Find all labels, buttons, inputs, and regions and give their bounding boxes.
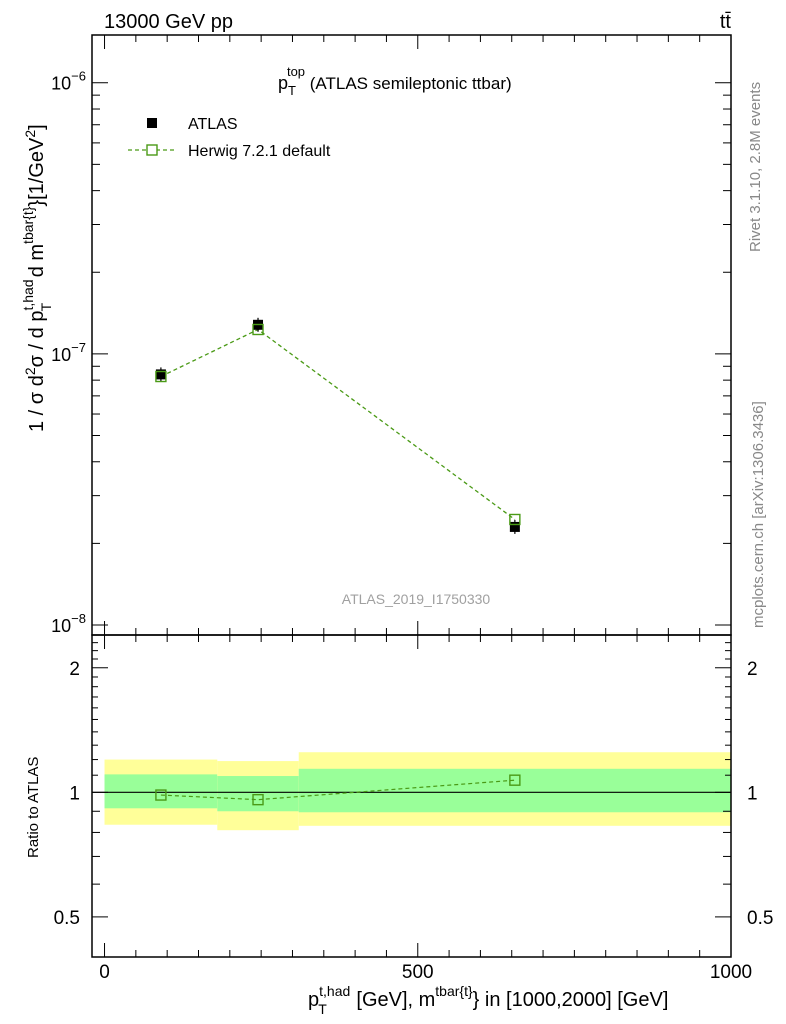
main-ytick-label: 10−8 — [51, 611, 86, 636]
herwig-point — [509, 513, 521, 526]
main-panel: 10−8 10−7 10−6 pTtop (ATLAS semileptonic t… — [20, 34, 732, 636]
title-rest: (ATLAS semileptonic ttbar) — [305, 74, 512, 93]
ratio-ytick-label-right: 1 — [747, 783, 758, 804]
ratio-herwig-line — [160, 779, 515, 801]
title-sub: T — [288, 83, 296, 98]
legend-atlas-label: ATLAS — [188, 116, 238, 133]
ratio-herwig-point — [155, 789, 167, 801]
atlas-point — [155, 369, 166, 380]
ratio-ytick-label-left: 2 — [69, 659, 80, 680]
atlas-point — [509, 521, 520, 532]
ratio-herwig-point — [252, 793, 264, 806]
ratio-ytick-label-left: 1 — [69, 783, 80, 804]
title-main: p — [278, 73, 288, 93]
herwig-point — [252, 323, 264, 336]
ratio-ylabel: Ratio to ATLAS — [25, 757, 42, 858]
herwig-point — [155, 370, 167, 383]
ratio-ytick-label-left: 0.5 — [54, 908, 80, 929]
ratio-herwig-point — [509, 774, 521, 786]
ratio-xtick-label: 0 — [99, 962, 110, 983]
main-ytick-label: 10−7 — [51, 340, 86, 365]
ratio-band-inner — [217, 776, 299, 812]
ratio-ytick-label-right: 2 — [747, 659, 758, 680]
herwig-line — [160, 328, 516, 521]
title-sup: top — [287, 64, 305, 79]
ratio-xtick-label: 1000 — [710, 962, 752, 983]
ratio-xtick-label: 500 — [402, 962, 434, 983]
main-ylabel: 1 / σ d2σ / d pt,had T d mtbar{t}}[1/GeV2… — [20, 124, 54, 432]
header-right-label: tt̄ — [720, 11, 732, 33]
legend-herwig-marker — [146, 144, 158, 156]
ratio-ytick-label-right: 0.5 — [747, 908, 773, 929]
plot-title: pTtop (ATLAS semileptonic ttbar) — [278, 64, 512, 98]
rivet-label: Rivet 3.1.10, 2.8M events — [747, 82, 764, 252]
main-ytick-label: 10−6 — [51, 69, 86, 94]
legend-atlas-marker — [147, 118, 157, 128]
legend-herwig-label: Herwig 7.2.1 default — [188, 143, 331, 160]
ratio-band-inner — [104, 774, 218, 809]
legend: ATLAS Herwig 7.2.1 default — [128, 116, 331, 160]
mcplots-label: mcplots.cern.ch [arXiv:1306.3436] — [750, 401, 767, 628]
ratio-xlabel: pt,had T [GeV], mtbar{t}} in [1000,2000] … — [308, 983, 668, 1017]
ratio-panel: 0.5 0.5 1 1 2 2 0 500 1000 Ratio to ATLAS pt,had… — [25, 634, 773, 1017]
analysis-watermark: ATLAS_2019_I1750330 — [342, 591, 491, 607]
header-left-label: 13000 GeV pp — [104, 11, 233, 33]
ratio-plot-frame — [91, 634, 732, 958]
